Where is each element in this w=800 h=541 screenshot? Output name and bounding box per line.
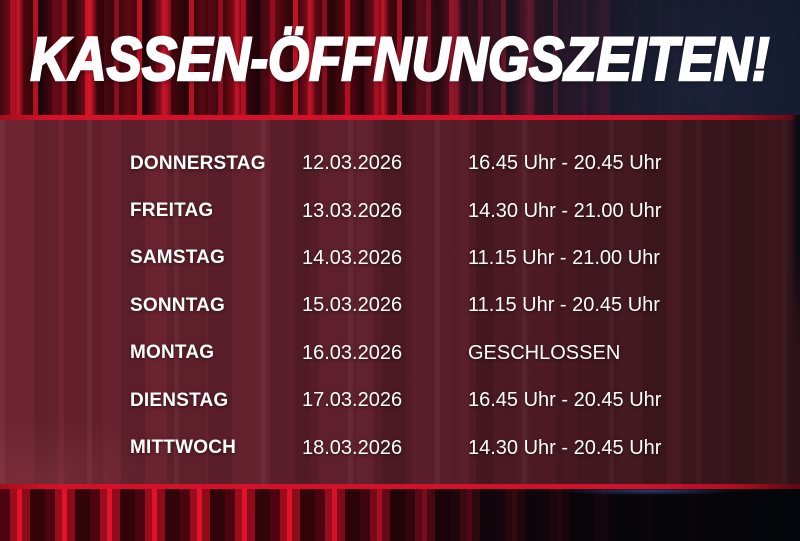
schedule-row-donnerstag: DONNERSTAG 12.03.2026 16.45 Uhr - 20.45 … bbox=[130, 140, 740, 187]
top-divider-line bbox=[0, 115, 800, 120]
date-label: 14.03.2026 bbox=[302, 246, 403, 269]
hours-label: 11.15 Uhr - 21.00 Uhr bbox=[468, 246, 660, 269]
opening-hours-table: DONNERSTAG 12.03.2026 16.45 Uhr - 20.45 … bbox=[130, 140, 740, 472]
headline-container: KASSEN-ÖFFNUNGSZEITEN! bbox=[0, 0, 800, 118]
day-label: DONNERSTAG bbox=[130, 152, 266, 174]
date-label: 15.03.2026 bbox=[302, 294, 403, 317]
bottom-divider-line bbox=[0, 484, 800, 489]
day-label: SAMSTAG bbox=[130, 247, 225, 269]
day-label: DIENSTAG bbox=[130, 389, 229, 411]
day-label: MONTAG bbox=[130, 342, 215, 364]
date-label: 18.03.2026 bbox=[302, 436, 403, 459]
schedule-row-dienstag: DIENSTAG 17.03.2026 16.45 Uhr - 20.45 Uh… bbox=[130, 377, 740, 424]
day-label: MITTWOCH bbox=[130, 437, 237, 459]
hours-label: 11.15 Uhr - 20.45 Uhr bbox=[468, 294, 660, 317]
schedule-row-freitag: FREITAG 13.03.2026 14.30 Uhr - 21.00 Uhr bbox=[130, 187, 740, 234]
schedule-row-sonntag: SONNTAG 15.03.2026 11.15 Uhr - 20.45 Uhr bbox=[130, 282, 740, 329]
hours-label: 16.45 Uhr - 20.45 Uhr bbox=[468, 389, 662, 412]
bottom-curtain-background bbox=[0, 489, 800, 541]
poster-title: KASSEN-ÖFFNUNGSZEITEN! bbox=[29, 23, 770, 95]
hours-label: 14.30 Uhr - 20.45 Uhr bbox=[468, 436, 662, 459]
hours-label: 14.30 Uhr - 21.00 Uhr bbox=[468, 199, 662, 222]
date-label: 17.03.2026 bbox=[302, 389, 403, 412]
date-label: 16.03.2026 bbox=[302, 341, 403, 364]
date-label: 12.03.2026 bbox=[302, 152, 403, 175]
date-label: 13.03.2026 bbox=[302, 199, 403, 222]
closed-label: GESCHLOSSEN bbox=[468, 341, 621, 364]
hours-label: 16.45 Uhr - 20.45 Uhr bbox=[468, 152, 662, 175]
top-curtain-background bbox=[0, 0, 800, 115]
schedule-row-samstag: SAMSTAG 14.03.2026 11.15 Uhr - 21.00 Uhr bbox=[130, 235, 740, 282]
day-label: FREITAG bbox=[130, 200, 214, 222]
schedule-row-mittwoch: MITTWOCH 18.03.2026 14.30 Uhr - 20.45 Uh… bbox=[130, 424, 740, 471]
right-edge-shadow bbox=[791, 115, 800, 355]
schedule-row-montag: MONTAG 16.03.2026 GESCHLOSSEN bbox=[130, 330, 740, 377]
day-label: SONNTAG bbox=[130, 294, 225, 316]
schedule-panel-background bbox=[0, 120, 800, 484]
